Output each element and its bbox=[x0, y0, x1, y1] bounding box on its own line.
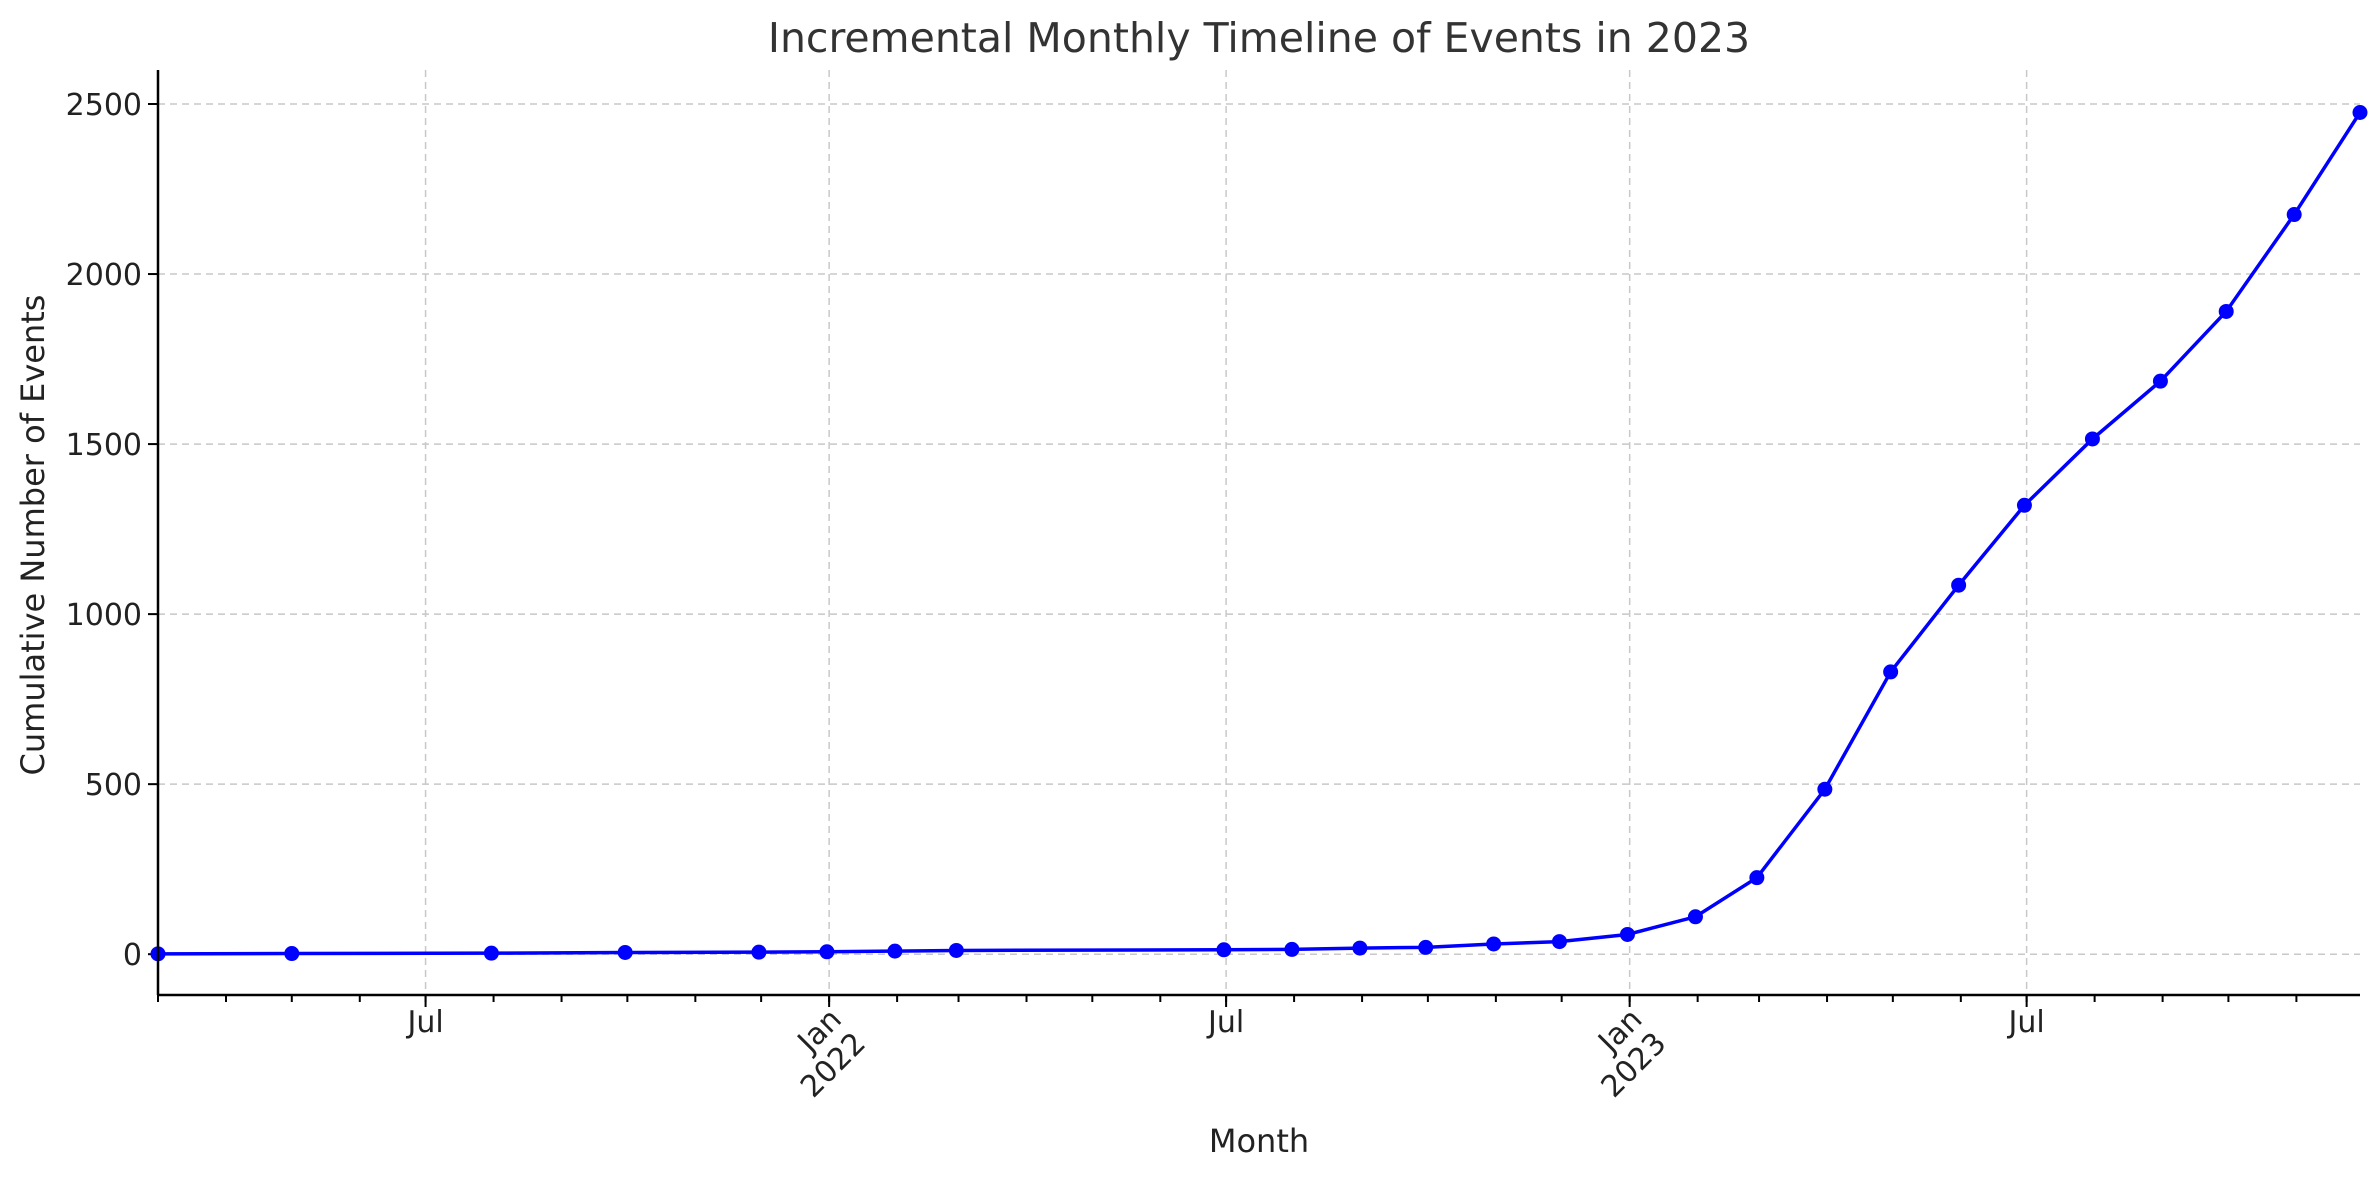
series-line bbox=[157, 111, 2362, 956]
y-tick-label: 2000 bbox=[66, 258, 142, 293]
y-tick-label: 500 bbox=[85, 768, 142, 803]
x-tick-label: Jan2022 bbox=[770, 1002, 873, 1105]
x-tick-label: Jul bbox=[2007, 1005, 2045, 1040]
data-point bbox=[948, 942, 964, 958]
x-axis-label: Month bbox=[1209, 1122, 1309, 1160]
data-point bbox=[1817, 781, 1833, 797]
data-point bbox=[1352, 940, 1368, 956]
data-point bbox=[617, 944, 633, 960]
data-point bbox=[887, 943, 903, 959]
data-point bbox=[1951, 577, 1967, 593]
x-tick-label: Jan2023 bbox=[1571, 1002, 1674, 1105]
data-point bbox=[1216, 942, 1232, 958]
data-point bbox=[2352, 105, 2368, 121]
data-point bbox=[483, 945, 499, 961]
data-point bbox=[1418, 939, 1434, 955]
y-tick-label: 2500 bbox=[66, 88, 142, 123]
axes-spines bbox=[156, 70, 2360, 997]
data-point bbox=[751, 944, 767, 960]
grid-layer bbox=[158, 70, 2360, 995]
data-point bbox=[1486, 936, 1502, 952]
data-point bbox=[1749, 870, 1765, 886]
x-tick-label: Jul bbox=[1206, 1005, 1244, 1040]
data-point bbox=[2152, 373, 2168, 389]
data-point bbox=[819, 944, 835, 960]
data-point bbox=[2016, 497, 2032, 513]
data-point bbox=[1284, 941, 1300, 957]
series-layer bbox=[150, 105, 2368, 962]
data-point bbox=[1619, 926, 1635, 942]
data-point bbox=[2218, 303, 2234, 319]
y-tick-label: 1000 bbox=[66, 598, 142, 633]
data-point bbox=[1687, 909, 1703, 925]
y-tick-label: 0 bbox=[123, 938, 142, 973]
data-point bbox=[284, 946, 300, 962]
y-tick-label: 1500 bbox=[66, 428, 142, 463]
y-axis-label: Cumulative Number of Events bbox=[14, 295, 52, 776]
data-point bbox=[2286, 207, 2302, 223]
x-tick-label: Jul bbox=[405, 1005, 443, 1040]
data-point bbox=[2084, 431, 2100, 447]
data-point bbox=[1883, 664, 1899, 680]
chart-title: Incremental Monthly Timeline of Events i… bbox=[768, 14, 1750, 62]
data-point bbox=[1551, 934, 1567, 950]
